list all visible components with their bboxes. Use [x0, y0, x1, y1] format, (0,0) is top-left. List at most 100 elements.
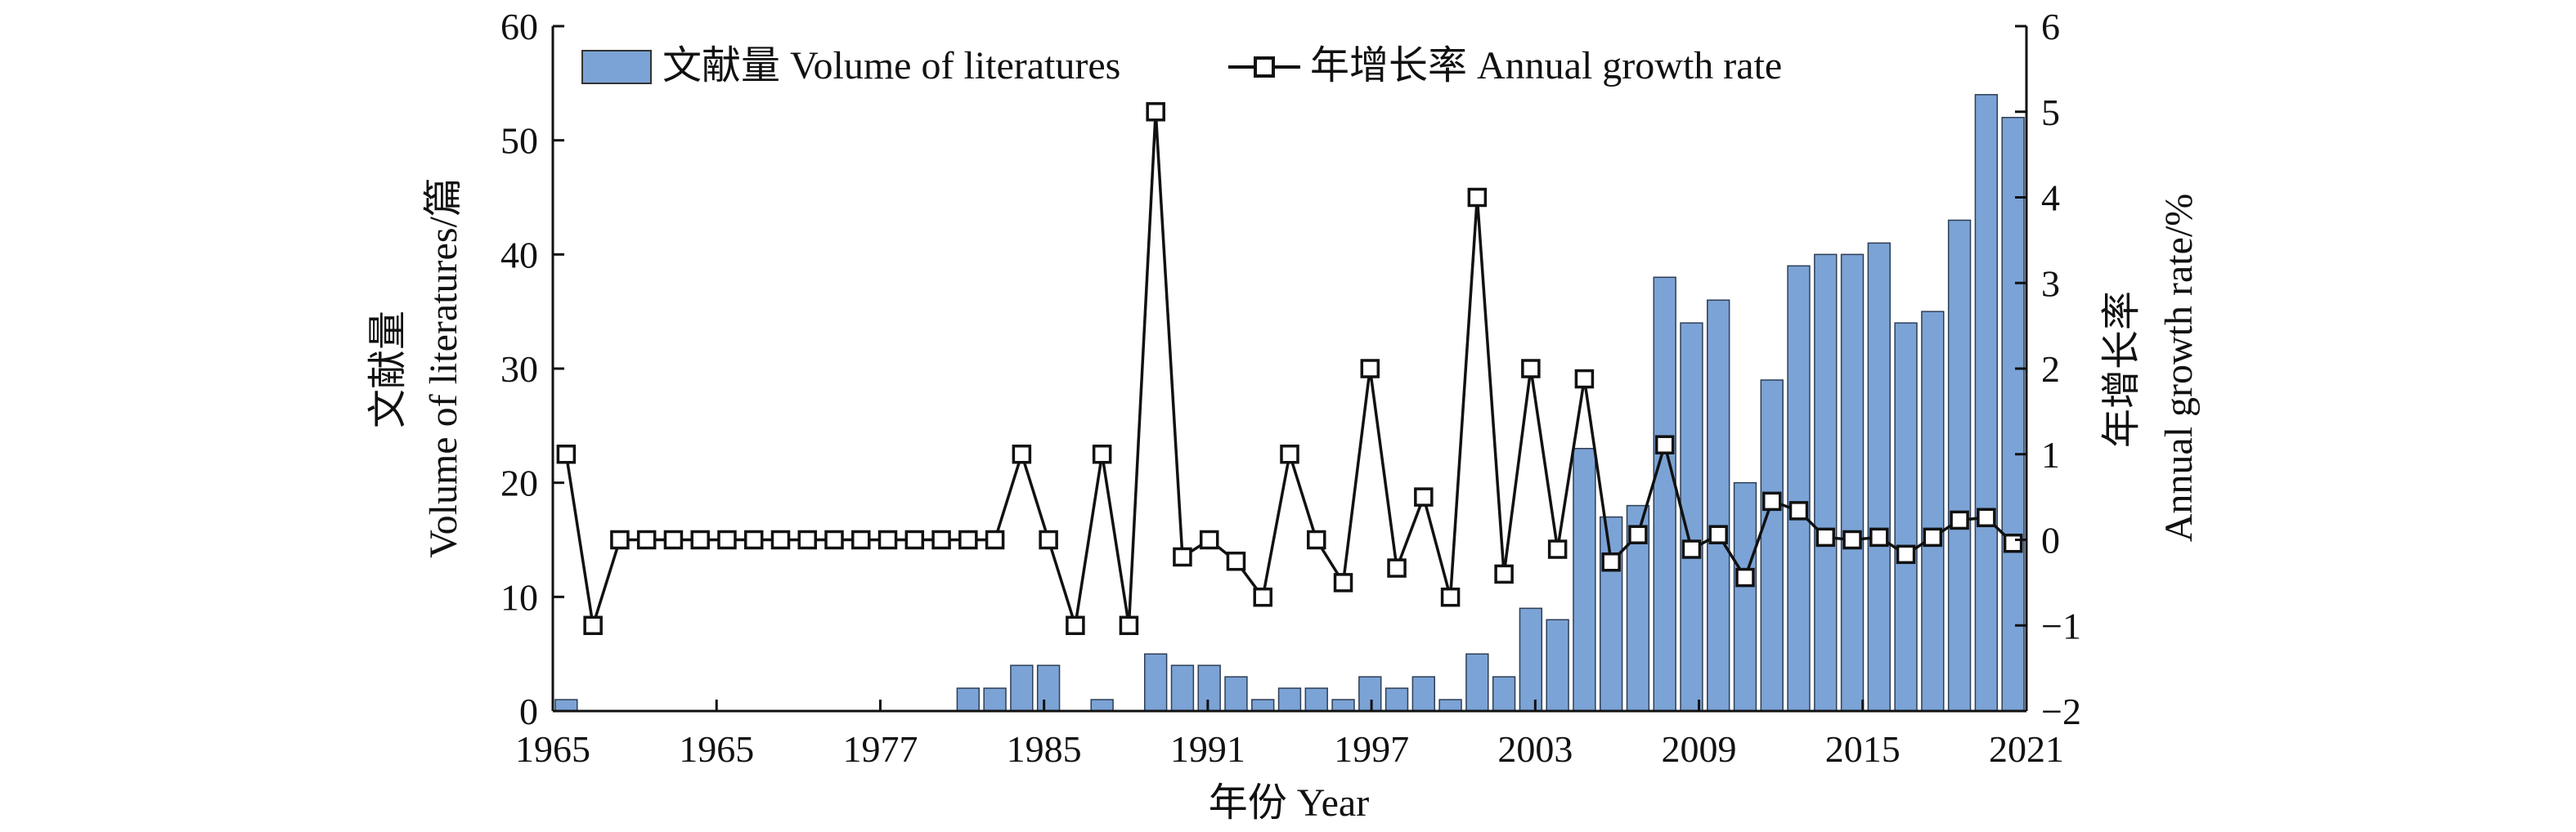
y-left-tick-label: 60 [500, 6, 538, 47]
growth-rate-point [1681, 539, 1702, 559]
growth-rate-point [663, 530, 684, 550]
bar [1814, 253, 1838, 712]
bar [1867, 242, 1891, 712]
growth-rate-point [1761, 491, 1782, 512]
legend: 文献量 Volume of literatures 年增长率 Annual gr… [581, 44, 1782, 87]
bar [1010, 664, 1034, 712]
x-tick-label: 1997 [1334, 728, 1409, 770]
growth-rate-point [1654, 435, 1675, 454]
growth-rate-point [1414, 487, 1434, 507]
growth-rate-point [1601, 552, 1621, 572]
bar [1947, 219, 1972, 712]
growth-rate-point [1226, 551, 1246, 571]
growth-rate-point [1977, 508, 1996, 528]
bar [1894, 322, 1918, 712]
growth-rate-point [1735, 567, 1755, 588]
bar [1573, 448, 1596, 712]
growth-rate-point [1280, 445, 1299, 464]
line-layer [556, 102, 2023, 635]
x-tick-label: 2021 [1989, 728, 2064, 770]
bar [1787, 265, 1811, 712]
bar [1760, 379, 1784, 712]
growth-rate-point [1333, 573, 1353, 593]
bar [1277, 687, 1302, 712]
y-left-title-en: Volume of literatures/篇 [422, 177, 465, 558]
y-right-tick-label: −2 [2041, 691, 2081, 732]
bar [1358, 676, 1382, 712]
growth-rate-point [1360, 359, 1380, 378]
growth-rate-point [851, 530, 871, 550]
y-left-title-cn: 文献量 [366, 311, 410, 428]
growth-rate-point [1199, 530, 1219, 550]
bar [956, 687, 981, 712]
growth-rate-point [1307, 530, 1326, 550]
legend-bar-swatch [581, 50, 652, 84]
growth-rate-point [1012, 445, 1032, 464]
y-right-tick-label: 0 [2041, 520, 2060, 561]
x-tick-label: 1965 [515, 728, 590, 770]
growth-rate-point [1119, 615, 1139, 635]
x-tick-label: 1977 [842, 728, 918, 770]
growth-rate-point [583, 615, 603, 635]
y-right-tick-label: 2 [2041, 348, 2060, 390]
growth-rate-point [717, 530, 737, 550]
bar [1921, 311, 1945, 712]
bar [1733, 481, 1757, 712]
y-right-tick-label: 6 [2041, 6, 2060, 47]
growth-rate-point [1467, 187, 1488, 208]
growth-rate-point [770, 530, 791, 550]
growth-rate-point [1923, 527, 1943, 548]
y-right-tick-label: 4 [2041, 177, 2060, 219]
bar [983, 687, 1007, 712]
legend-bar-label: 文献量 Volume of literatures [662, 44, 1120, 87]
growth-rate-point [1574, 369, 1595, 389]
x-tick-label: 2009 [1662, 728, 1737, 770]
growth-rate-point [1146, 102, 1165, 122]
growth-rate-point [985, 530, 1005, 550]
bar [1143, 653, 1168, 712]
growth-rate-point [1494, 564, 1514, 584]
axes-layer: 0 10 20 30 40 50 60 −2 −1 0 1 2 3 4 5 6 1965 1965 1977 1985… [500, 6, 2081, 770]
growth-rate-point [1708, 525, 1728, 544]
growth-rate-point [610, 530, 630, 550]
bar [1707, 299, 1730, 712]
growth-rate-point [904, 530, 925, 550]
x-tick-label: 2015 [1825, 728, 1901, 770]
growth-rate-point [797, 530, 818, 550]
bar [1492, 676, 1516, 712]
bar [1251, 699, 1275, 712]
bar [1840, 253, 1865, 712]
bar [1224, 676, 1248, 712]
y-left-tick-label: 0 [519, 691, 538, 732]
bar [1331, 699, 1355, 712]
growth-rate-point [1039, 530, 1058, 550]
growth-rate-point [1440, 587, 1461, 607]
growth-rate-point [1173, 547, 1192, 567]
bar [1519, 607, 1543, 712]
growth-rate-point [1253, 587, 1272, 607]
bar [1170, 664, 1195, 712]
x-tick-label: 1965 [679, 728, 754, 770]
y-left-tick-label: 30 [500, 348, 538, 390]
bar [1411, 676, 1436, 712]
growth-rate-point [877, 530, 898, 550]
bar [554, 699, 578, 712]
growth-rate-point [1628, 525, 1648, 544]
x-tick-label: 1991 [1170, 728, 1245, 770]
bar [1653, 276, 1676, 712]
bars-layer [554, 94, 2025, 712]
y-left-tick-label: 10 [500, 576, 538, 618]
bar [2001, 116, 2025, 712]
legend-line-label: 年增长率 Annual growth rate [1310, 44, 1782, 87]
y-right-tick-label: 1 [2041, 434, 2060, 476]
x-tick-label: 2003 [1497, 728, 1573, 770]
bar [1438, 699, 1462, 712]
bar [1090, 699, 1114, 712]
growth-rate-point [1842, 530, 1862, 550]
y-right-tick-label: −1 [2041, 605, 2081, 646]
y-right-title-en: Annual growth rate/% [2157, 194, 2201, 543]
bar [1197, 664, 1221, 712]
growth-rate-point [2003, 533, 2023, 553]
growth-rate-point [1387, 558, 1407, 578]
